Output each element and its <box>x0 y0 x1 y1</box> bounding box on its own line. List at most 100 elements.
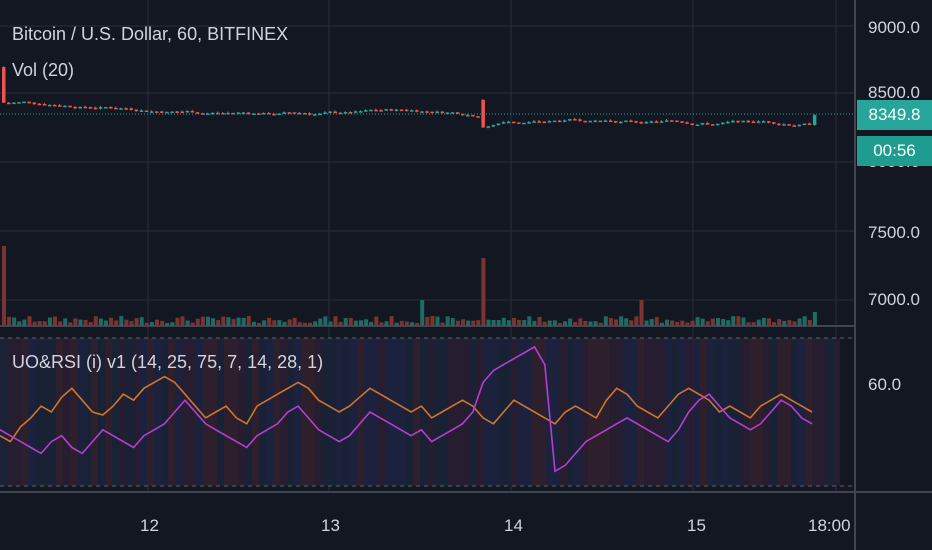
candle-body <box>772 122 776 124</box>
candle-body <box>104 106 108 109</box>
volume-bar <box>624 318 629 326</box>
indicator-band <box>819 338 826 486</box>
volume-bar <box>731 316 736 326</box>
volume-bar <box>721 318 726 326</box>
candle-body <box>506 121 511 124</box>
indicator-band <box>476 338 483 486</box>
volume-bar <box>736 316 741 326</box>
volume-bar <box>333 316 338 326</box>
indicator-band <box>238 338 245 486</box>
volume-bar <box>175 317 180 326</box>
price-tick-7500: 7500.0 <box>868 223 920 242</box>
volume-bar <box>139 317 144 326</box>
candle-body <box>195 112 200 114</box>
volume-bar <box>573 322 578 326</box>
indicator-band <box>812 338 819 486</box>
time-tick-15: 15 <box>687 516 706 535</box>
volume-bar <box>318 318 323 326</box>
indicator-band <box>273 338 280 486</box>
volume-bar <box>12 317 17 326</box>
volume-bar <box>639 300 644 326</box>
indicator-band <box>406 338 413 486</box>
candle-body <box>374 109 378 112</box>
candle-body <box>685 122 689 124</box>
indicator-band <box>637 338 644 486</box>
indicator-band <box>147 338 154 486</box>
indicator-band <box>483 338 490 486</box>
volume-bar <box>802 316 807 326</box>
volume-bar <box>792 321 797 326</box>
candle-body <box>241 112 246 115</box>
volume-bar <box>328 321 333 326</box>
indicator-band <box>126 338 133 486</box>
candle-body <box>649 121 654 123</box>
indicator-band <box>511 338 518 486</box>
candle-body <box>746 120 751 123</box>
candle-body <box>68 105 72 108</box>
indicator-band <box>133 338 140 486</box>
volume-bar <box>700 318 705 326</box>
indicator-band <box>693 338 700 486</box>
candle-body <box>394 109 399 112</box>
indicator-band <box>595 338 602 486</box>
candle-body <box>119 108 123 110</box>
indicator-band <box>14 338 21 486</box>
candle-body <box>88 107 93 109</box>
volume-bar <box>634 316 639 326</box>
candle-body <box>12 102 16 105</box>
volume-bar <box>756 319 761 326</box>
indicator-legend[interactable]: UO&RSI (i) v1 (14, 25, 75, 7, 14, 28, 1) <box>12 352 324 372</box>
volume-bar <box>323 316 328 326</box>
volume-bars <box>2 246 817 326</box>
indicator-band <box>413 338 420 486</box>
volume-bar <box>104 320 108 326</box>
indicator-band <box>308 338 315 486</box>
symbol-title[interactable]: Bitcoin / U.S. Dollar, 60, BITFINEX <box>12 24 289 44</box>
indicator-line-uo <box>0 375 813 443</box>
volume-bar <box>593 321 598 326</box>
volume-bar <box>282 321 287 326</box>
candle-body <box>165 111 169 114</box>
indicator-band <box>189 338 196 486</box>
volume-bar <box>614 319 618 326</box>
volume-bar <box>195 318 200 326</box>
indicator-band <box>798 338 805 486</box>
volume-bar <box>374 316 379 326</box>
indicator-band <box>728 338 735 486</box>
volume-bar <box>588 321 593 326</box>
candle-body <box>216 112 220 115</box>
candle-body <box>155 111 159 113</box>
indicator-tick-60: 60.0 <box>868 375 901 394</box>
volume-bar <box>114 320 119 326</box>
volume-bar <box>343 318 348 326</box>
indicator-band <box>105 338 112 486</box>
volume-bar <box>542 321 547 326</box>
candle-body <box>777 123 781 126</box>
candle-body <box>98 107 103 109</box>
bar-countdown-badge: 00:56 <box>857 136 932 166</box>
candle-body <box>751 121 756 123</box>
candle-body <box>328 111 332 114</box>
volume-bar <box>63 318 68 326</box>
candle-body <box>364 110 368 112</box>
indicator-band <box>21 338 28 486</box>
indicator-band <box>616 338 623 486</box>
volume-bar <box>435 316 440 326</box>
candle-body <box>262 112 266 115</box>
volume-bar <box>705 321 710 326</box>
candle-body <box>343 112 348 114</box>
candle-body <box>807 123 812 126</box>
volume-bar <box>751 322 756 326</box>
candle-body <box>63 105 67 108</box>
volume-legend[interactable]: Vol (20) <box>12 60 75 80</box>
candle-body <box>170 111 174 113</box>
candle-body <box>491 125 496 127</box>
volume-bar <box>58 321 63 326</box>
volume-bar <box>782 320 787 326</box>
indicator-band <box>84 338 91 486</box>
candle-body <box>415 110 419 112</box>
volume-bar <box>404 321 409 326</box>
indicator-line-rsi <box>0 345 813 473</box>
indicator-band <box>77 338 84 486</box>
